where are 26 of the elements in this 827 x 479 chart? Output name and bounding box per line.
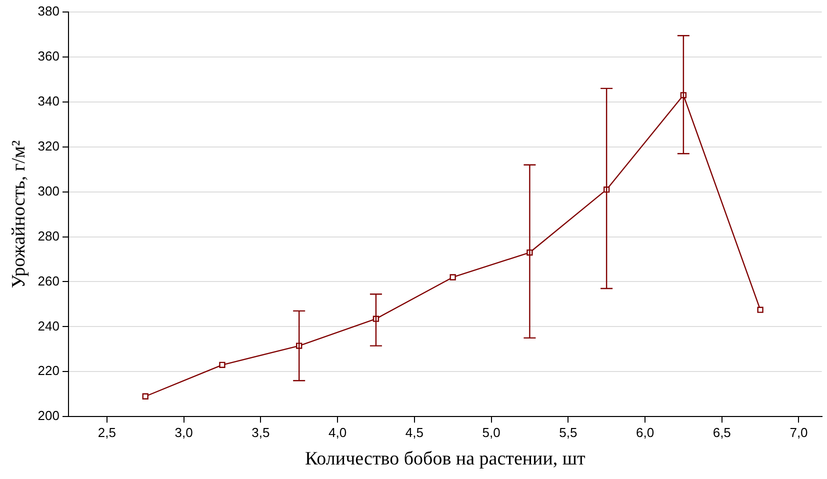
y-tick-label: 280	[38, 228, 60, 244]
x-tick-label: 3,0	[174, 424, 193, 440]
y-tick-label: 200	[38, 408, 60, 424]
x-tick-label: 3,5	[252, 424, 270, 440]
y-tick-label: 220	[38, 363, 60, 378]
point	[142, 393, 148, 400]
point	[450, 274, 456, 280]
x-tick-label: 6,5	[712, 424, 731, 440]
point	[757, 306, 764, 313]
x-tick-label: 5,0	[482, 424, 500, 440]
point	[219, 362, 226, 368]
y-tick-label: 320	[38, 138, 60, 154]
y-axis-title: Урожайность, г/м²	[8, 140, 30, 288]
y-tick-label: 300	[38, 183, 60, 198]
y-tick-label: 380	[38, 4, 60, 19]
x-tick-label: 2,5	[98, 424, 116, 440]
y-tick-label: 340	[38, 93, 60, 108]
x-tick-label: 5,5	[559, 424, 578, 440]
x-axis-title: Количество бобов на растении, шт	[304, 448, 586, 470]
y-tick-label: 360	[38, 48, 60, 64]
y-tick-label: 240	[38, 318, 60, 334]
x-tick-label: 6,0	[636, 424, 654, 440]
y-tick-label: 260	[38, 273, 60, 288]
x-tick-label: 4,5	[405, 424, 424, 440]
x-tick-label: 4,0	[328, 424, 347, 440]
x-tick-label: 7,0	[790, 424, 808, 440]
